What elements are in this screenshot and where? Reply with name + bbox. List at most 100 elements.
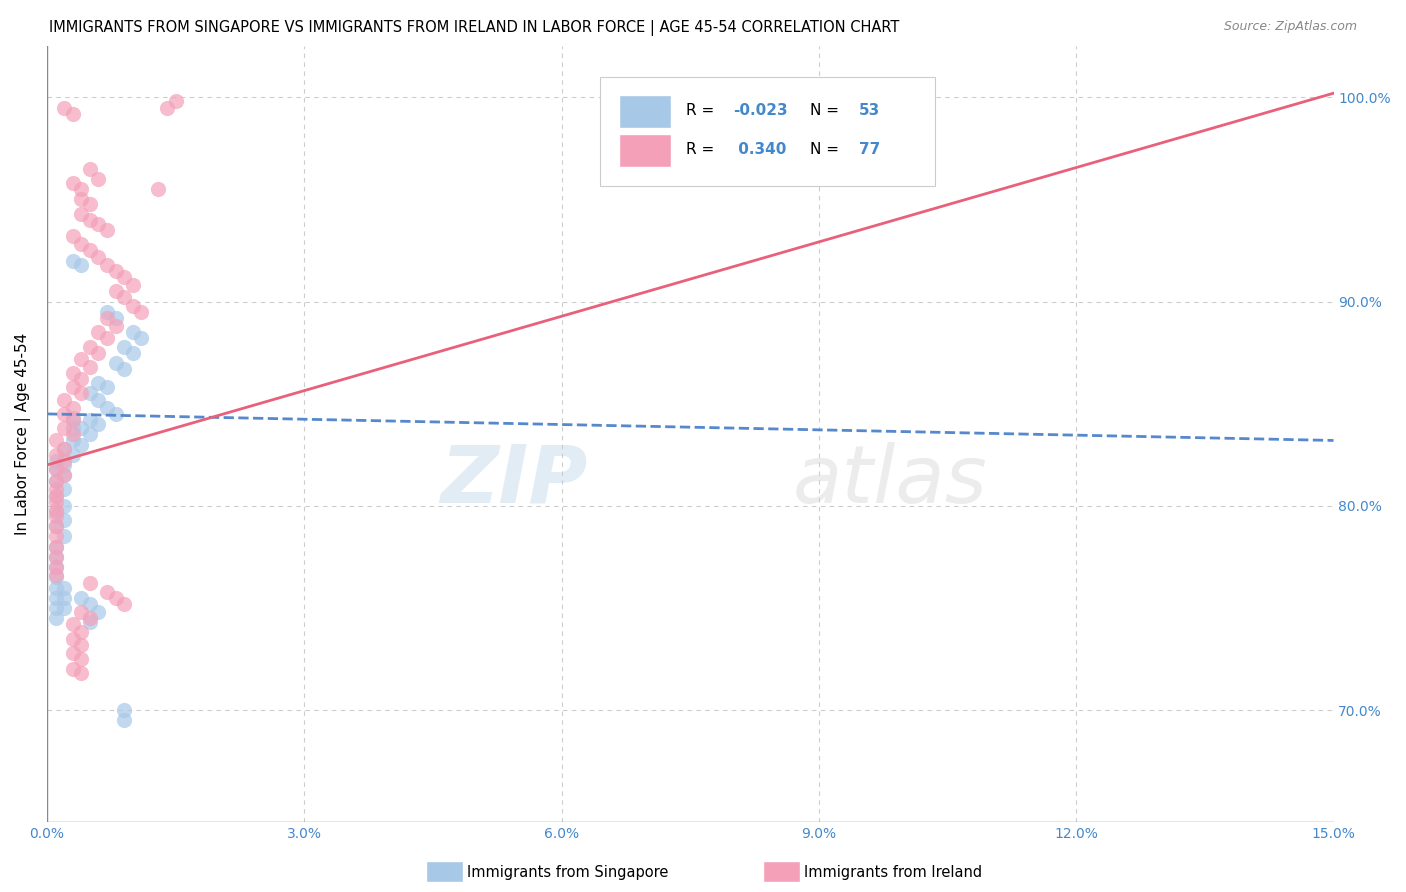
Point — [45, 549, 67, 564]
Point — [79, 427, 101, 442]
Point — [62, 366, 84, 380]
Point — [96, 380, 118, 394]
Text: Immigrants from Ireland: Immigrants from Ireland — [804, 865, 983, 880]
Point — [70, 351, 93, 366]
Point — [70, 437, 93, 451]
Point — [70, 591, 93, 605]
Point — [45, 601, 67, 615]
Point — [53, 407, 76, 421]
Point — [53, 458, 76, 472]
Point — [62, 401, 84, 415]
Text: 53: 53 — [859, 103, 880, 118]
Point — [45, 462, 67, 476]
Point — [96, 223, 118, 237]
Point — [45, 549, 67, 564]
Point — [104, 356, 127, 370]
Point — [87, 250, 110, 264]
Point — [96, 401, 118, 415]
Point — [165, 95, 187, 109]
Point — [70, 386, 93, 401]
Point — [121, 345, 143, 359]
Point — [79, 339, 101, 353]
FancyBboxPatch shape — [620, 134, 671, 167]
FancyBboxPatch shape — [600, 78, 935, 186]
Point — [104, 310, 127, 325]
Point — [79, 212, 101, 227]
Point — [112, 597, 135, 611]
Point — [53, 392, 76, 407]
Point — [87, 325, 110, 339]
Point — [131, 305, 153, 319]
Point — [70, 258, 93, 272]
Point — [79, 576, 101, 591]
Point — [96, 258, 118, 272]
Point — [96, 584, 118, 599]
Text: 77: 77 — [859, 142, 880, 157]
Point — [45, 529, 67, 543]
Point — [62, 646, 84, 660]
Point — [62, 380, 84, 394]
Point — [87, 605, 110, 619]
Y-axis label: In Labor Force | Age 45-54: In Labor Force | Age 45-54 — [15, 334, 31, 535]
Point — [79, 611, 101, 625]
Point — [96, 305, 118, 319]
Point — [62, 229, 84, 244]
Point — [62, 434, 84, 448]
Point — [53, 601, 76, 615]
Text: -0.023: -0.023 — [733, 103, 787, 118]
Point — [70, 182, 93, 196]
Point — [53, 529, 76, 543]
Point — [87, 376, 110, 391]
Point — [45, 570, 67, 584]
Text: N =: N = — [810, 142, 844, 157]
Point — [62, 632, 84, 646]
FancyBboxPatch shape — [620, 95, 671, 128]
Point — [62, 253, 84, 268]
Point — [62, 413, 84, 427]
Point — [53, 591, 76, 605]
Point — [112, 703, 135, 717]
Point — [53, 442, 76, 456]
Point — [70, 666, 93, 681]
Point — [53, 468, 76, 483]
Point — [70, 237, 93, 252]
Point — [45, 591, 67, 605]
Point — [45, 483, 67, 497]
Point — [79, 161, 101, 176]
Point — [45, 462, 67, 476]
Point — [45, 568, 67, 582]
Point — [62, 421, 84, 435]
Point — [62, 662, 84, 676]
Point — [79, 359, 101, 374]
Point — [45, 540, 67, 554]
Point — [70, 207, 93, 221]
Point — [62, 617, 84, 632]
Point — [45, 475, 67, 489]
Point — [148, 182, 170, 196]
Point — [45, 494, 67, 508]
Text: R =: R = — [686, 103, 720, 118]
Point — [53, 483, 76, 497]
Point — [45, 503, 67, 517]
Point — [62, 427, 84, 442]
Point — [79, 244, 101, 258]
Point — [112, 290, 135, 304]
Point — [45, 560, 67, 574]
Point — [45, 581, 67, 595]
Point — [62, 448, 84, 462]
Point — [104, 591, 127, 605]
Point — [45, 448, 67, 462]
Point — [53, 513, 76, 527]
Point — [45, 505, 67, 519]
Point — [45, 519, 67, 533]
Text: R =: R = — [686, 142, 720, 157]
Point — [45, 509, 67, 524]
Point — [121, 325, 143, 339]
Point — [87, 392, 110, 407]
Point — [45, 489, 67, 503]
Text: Immigrants from Singapore: Immigrants from Singapore — [467, 865, 668, 880]
Point — [62, 106, 84, 120]
Point — [45, 454, 67, 468]
Point — [156, 101, 179, 115]
Text: N =: N = — [810, 103, 844, 118]
